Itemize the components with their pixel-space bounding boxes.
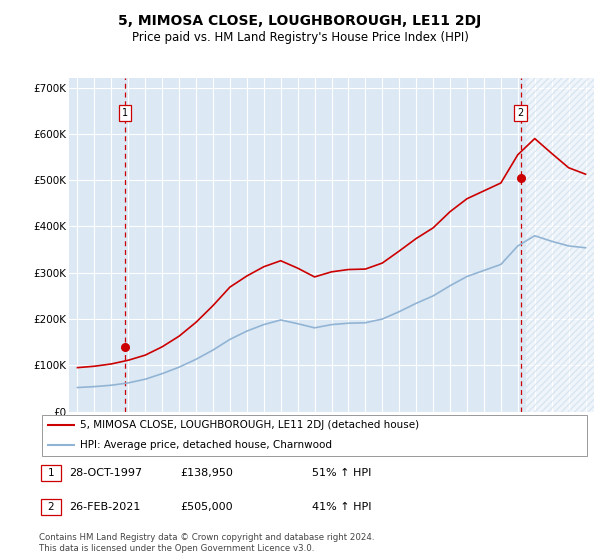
Text: Contains HM Land Registry data © Crown copyright and database right 2024.
This d: Contains HM Land Registry data © Crown c… bbox=[39, 533, 374, 553]
FancyBboxPatch shape bbox=[41, 499, 61, 515]
Text: £505,000: £505,000 bbox=[180, 502, 233, 512]
Text: 26-FEB-2021: 26-FEB-2021 bbox=[69, 502, 140, 512]
FancyBboxPatch shape bbox=[42, 416, 587, 456]
Text: 5, MIMOSA CLOSE, LOUGHBOROUGH, LE11 2DJ: 5, MIMOSA CLOSE, LOUGHBOROUGH, LE11 2DJ bbox=[118, 14, 482, 28]
Text: 2: 2 bbox=[517, 109, 524, 118]
Text: 41% ↑ HPI: 41% ↑ HPI bbox=[312, 502, 371, 512]
Text: HPI: Average price, detached house, Charnwood: HPI: Average price, detached house, Char… bbox=[80, 441, 332, 450]
Text: Price paid vs. HM Land Registry's House Price Index (HPI): Price paid vs. HM Land Registry's House … bbox=[131, 31, 469, 44]
FancyBboxPatch shape bbox=[41, 465, 61, 481]
Text: 51% ↑ HPI: 51% ↑ HPI bbox=[312, 468, 371, 478]
Text: 28-OCT-1997: 28-OCT-1997 bbox=[69, 468, 142, 478]
Text: 2: 2 bbox=[47, 502, 55, 512]
Text: 5, MIMOSA CLOSE, LOUGHBOROUGH, LE11 2DJ (detached house): 5, MIMOSA CLOSE, LOUGHBOROUGH, LE11 2DJ … bbox=[80, 421, 419, 430]
Text: £138,950: £138,950 bbox=[180, 468, 233, 478]
Text: 1: 1 bbox=[47, 468, 55, 478]
Text: 1: 1 bbox=[122, 109, 128, 118]
Bar bbox=[526, 78, 594, 412]
